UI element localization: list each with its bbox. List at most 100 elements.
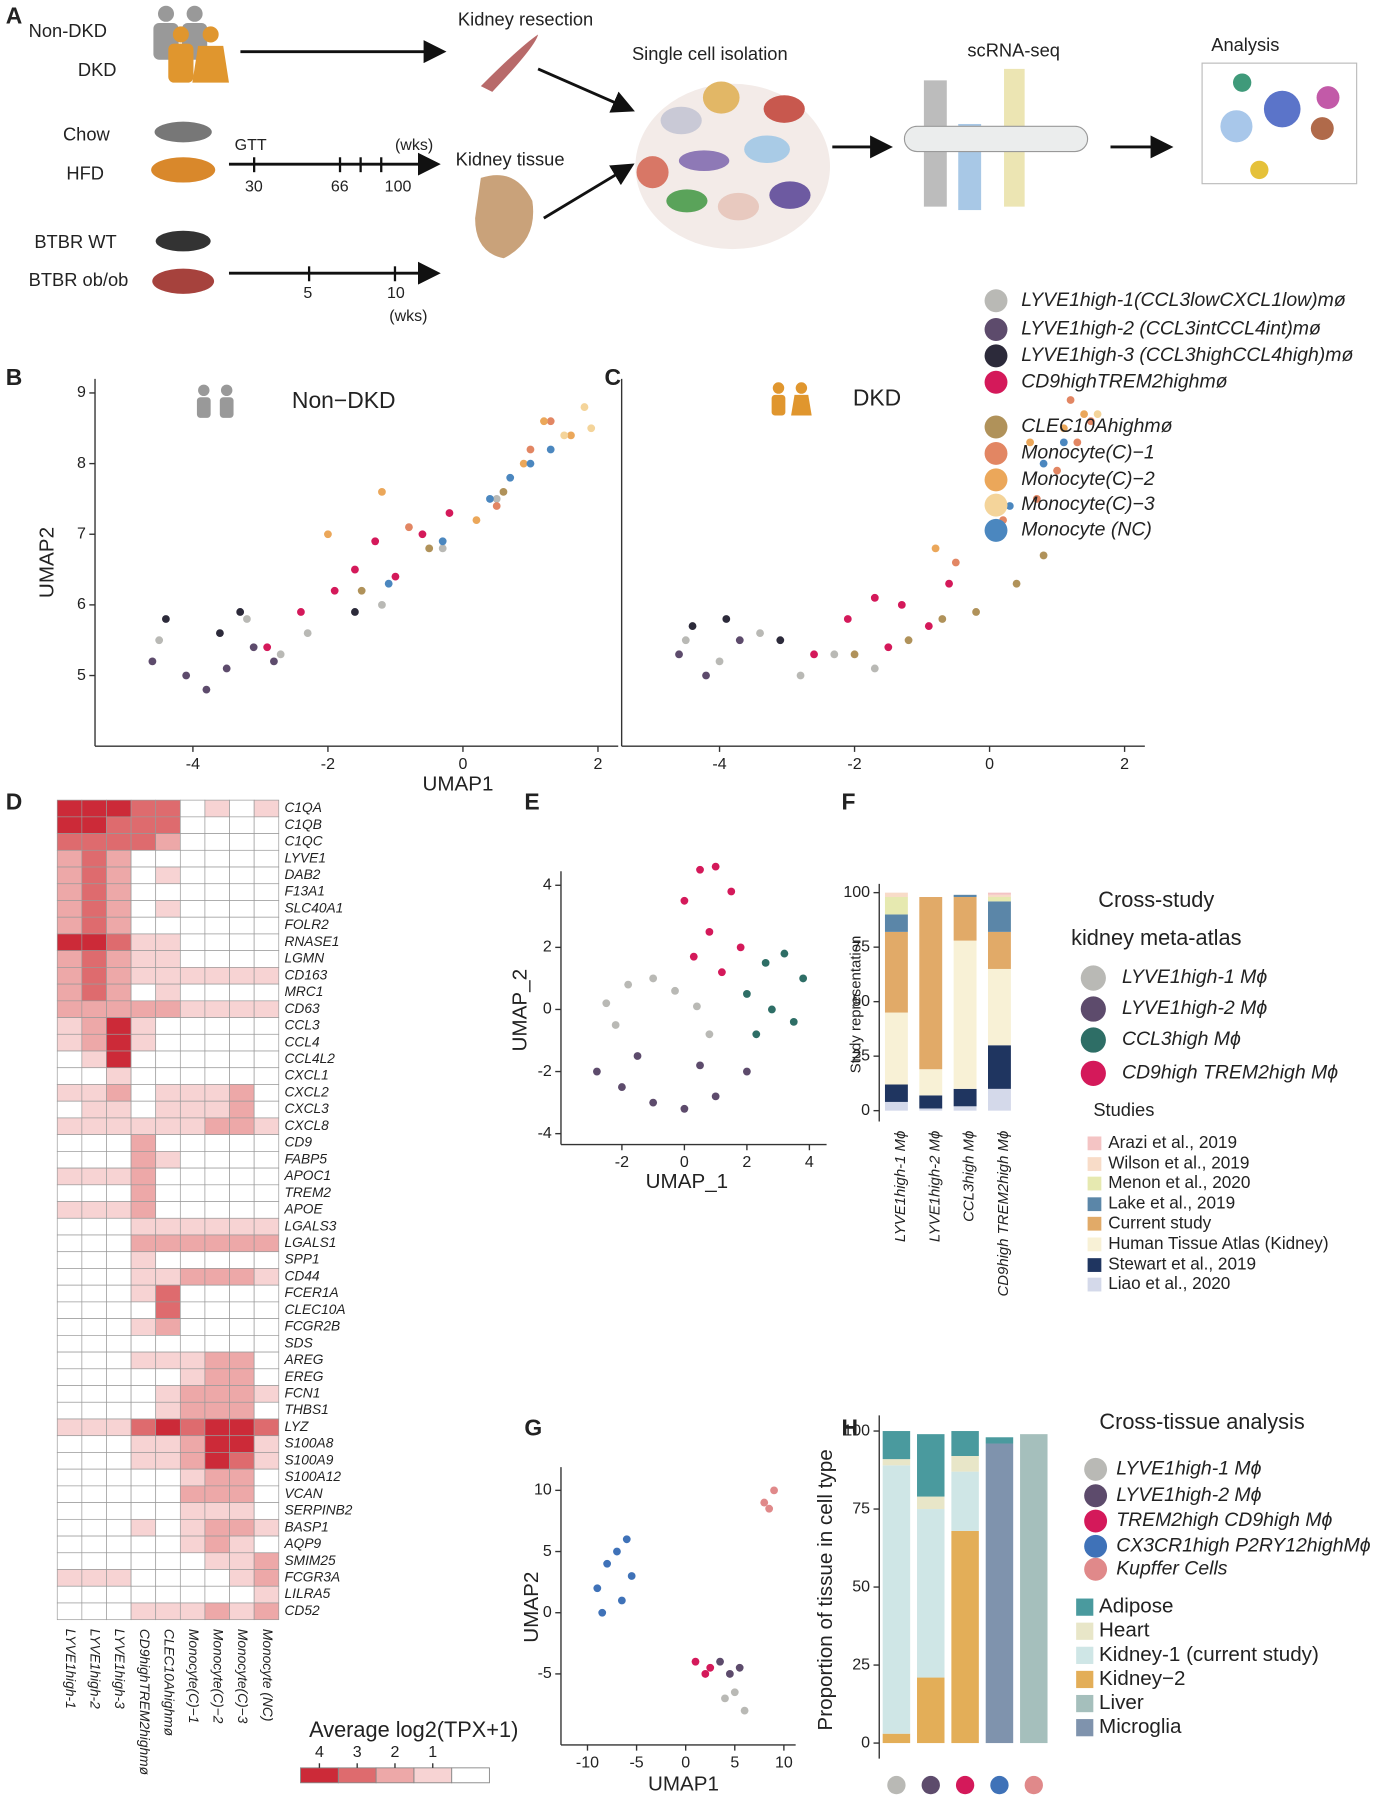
row-label: CLEC10A	[284, 1302, 345, 1317]
heatmap-cell	[204, 1067, 230, 1085]
heatmap-cell	[56, 983, 83, 1002]
legend-label: CD9high TREM2high Mϕ	[1122, 1061, 1338, 1083]
point	[938, 615, 947, 623]
heatmap-cell	[229, 1033, 255, 1052]
heatmap-cell	[179, 866, 206, 885]
row-label: CXCL2	[284, 1084, 329, 1099]
point	[622, 1535, 631, 1544]
heatmap-cell	[179, 1050, 206, 1069]
y-tick-label: 5	[77, 666, 86, 684]
heatmap-cell	[56, 1033, 83, 1052]
heatmap-cell	[253, 1217, 280, 1236]
heatmap-cell	[81, 1401, 107, 1420]
bar-segment	[884, 1084, 908, 1102]
heatmap-cell	[56, 967, 83, 985]
heatmap-cell	[81, 1017, 107, 1035]
heatmap-cell	[204, 1318, 230, 1336]
heatmap-cell	[130, 1335, 157, 1353]
point	[701, 1670, 710, 1678]
heatmap-cell	[204, 1335, 230, 1353]
label: Non-DKD	[29, 20, 107, 41]
heatmap-cell	[155, 1435, 181, 1453]
heatmap-cell	[56, 1017, 83, 1035]
heatmap-cell	[106, 1151, 132, 1169]
heatmap-cell	[204, 1000, 230, 1018]
point	[155, 636, 164, 645]
heatmap-cell	[155, 1033, 181, 1052]
point	[1039, 459, 1048, 468]
y-axis-label: UMAP2	[36, 527, 59, 598]
bar-segment	[951, 1530, 979, 1744]
point	[519, 459, 528, 468]
heatmap-cell	[56, 900, 83, 918]
heatmap-cell	[229, 1017, 255, 1035]
point	[711, 1092, 720, 1101]
heatmap-cell	[229, 916, 255, 935]
point	[1012, 579, 1021, 588]
heatmap-cell	[204, 933, 230, 952]
heatmap-cell	[253, 1318, 280, 1336]
y-tick-label: 50	[852, 1577, 870, 1595]
heatmap-cell	[155, 1100, 181, 1119]
heatmap-cell	[179, 1569, 206, 1587]
column-label: LYVE1high-1	[63, 1629, 78, 1709]
heatmap-cell	[204, 1368, 230, 1386]
heatmap-cell	[130, 1050, 157, 1069]
heatmap-cell	[179, 1000, 206, 1018]
colorbar-bin	[413, 1767, 453, 1784]
heatmap-cell	[204, 1535, 230, 1554]
heatmap-cell	[229, 1401, 255, 1420]
heatmap-cell	[56, 933, 83, 952]
legend-marker	[1084, 1457, 1108, 1481]
heatmap-cell	[229, 1468, 255, 1487]
heatmap-cell	[56, 1234, 83, 1253]
row-label: FCGR3A	[284, 1569, 340, 1584]
point	[378, 487, 386, 496]
heatmap-cell	[56, 1167, 83, 1186]
label: 30	[245, 177, 263, 195]
x-tick-label: 10	[775, 1753, 793, 1771]
heatmap-cell	[253, 900, 280, 918]
point	[715, 657, 724, 666]
heatmap-cell	[56, 1184, 83, 1202]
legend-label: LYVE1high-2 (CCL3intCCL4int)mø	[1021, 318, 1321, 340]
point	[472, 516, 481, 525]
heatmap-cell	[155, 849, 181, 868]
legend-marker	[984, 289, 1008, 313]
heatmap-cell	[130, 1234, 157, 1253]
heatmap-cell	[253, 1033, 280, 1052]
y-tick-label: 8	[77, 454, 86, 472]
heatmap-cell	[179, 1301, 206, 1319]
heatmap-cell	[253, 1518, 280, 1537]
legend-swatch	[1087, 1157, 1102, 1171]
heatmap-cell	[155, 1552, 181, 1570]
legend-swatch	[1076, 1598, 1094, 1616]
heatmap-cell	[229, 1385, 255, 1403]
heatmap-cell	[155, 1284, 181, 1303]
legend-title: kidney meta-atlas	[1071, 925, 1241, 950]
heatmap-cell	[81, 1151, 107, 1169]
heatmap-cell	[130, 883, 157, 901]
legend-label: Liver	[1099, 1691, 1144, 1714]
bar-segment	[919, 897, 943, 1070]
heatmap-cell	[130, 1301, 157, 1319]
legend-label: Heart	[1099, 1619, 1150, 1642]
heatmap-cell	[229, 1067, 255, 1085]
legend-swatch	[1087, 1176, 1102, 1191]
y-tick-label: 100	[843, 1421, 870, 1439]
y-tick-label: 75	[852, 1499, 870, 1517]
category-dot	[921, 1775, 940, 1795]
heatmap-cell	[130, 1184, 157, 1202]
heatmap-cell	[179, 1518, 206, 1537]
heatmap-cell	[253, 1602, 280, 1621]
point	[675, 650, 683, 659]
point	[705, 927, 714, 936]
legend-marker	[984, 370, 1008, 394]
y-axis-label: Study representation	[848, 936, 864, 1074]
legend-marker	[984, 344, 1008, 368]
heatmap-cell	[204, 1100, 230, 1119]
point	[263, 643, 272, 652]
point	[716, 1657, 724, 1666]
heatmap-cell	[155, 1368, 181, 1386]
heatmap-cell	[56, 1284, 83, 1303]
